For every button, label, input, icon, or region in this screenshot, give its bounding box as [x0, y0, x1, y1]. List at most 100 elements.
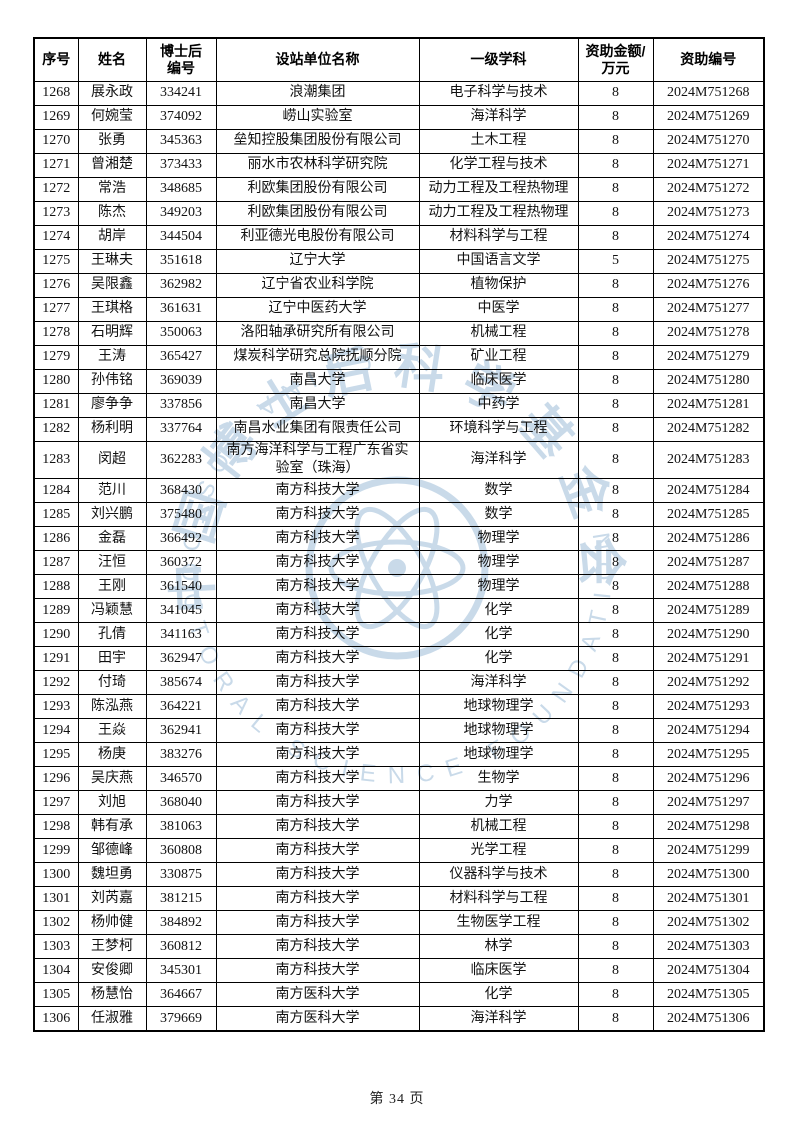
cell-discipline: 电子科学与技术 [418, 81, 579, 106]
cell-postdoc-no: 379669 [145, 1006, 217, 1032]
cell-unit: 南方科技大学 [215, 862, 420, 888]
cell-unit: 南方科技大学 [215, 502, 420, 528]
cell-grant-no: 2024M751303 [652, 934, 765, 960]
cell-amount: 8 [577, 81, 654, 106]
cell-unit: 南方科技大学 [215, 718, 420, 744]
cell-discipline: 机械工程 [418, 321, 579, 346]
cell-unit: 丽水市农林科学研究院 [215, 153, 420, 178]
cell-postdoc-no: 344504 [145, 225, 217, 250]
cell-name: 杨利明 [77, 417, 147, 442]
cell-amount: 8 [577, 129, 654, 154]
table-row: 1302 杨帅健 384892 南方科技大学 生物医学工程 8 2024M751302 [33, 910, 765, 936]
cell-name: 陈泓燕 [77, 694, 147, 720]
cell-amount: 8 [577, 201, 654, 226]
cell-name: 刘旭 [77, 790, 147, 816]
table-row: 1301 刘芮嘉 381215 南方科技大学 材料科学与工程 8 2024M751301 [33, 886, 765, 912]
cell-grant-no: 2024M751287 [652, 550, 765, 576]
cell-discipline: 矿业工程 [418, 345, 579, 370]
cell-serial: 1304 [33, 958, 79, 984]
cell-discipline: 生物医学工程 [418, 910, 579, 936]
table-row: 1292 付琦 385674 南方科技大学 海洋科学 8 2024M751292 [33, 670, 765, 696]
cell-discipline: 海洋科学 [418, 440, 579, 480]
cell-grant-no: 2024M751270 [652, 129, 765, 154]
cell-discipline: 物理学 [418, 550, 579, 576]
table-row: 1291 田宇 362947 南方科技大学 化学 8 2024M751291 [33, 646, 765, 672]
cell-unit: 南方科技大学 [215, 910, 420, 936]
cell-name: 闵超 [77, 440, 147, 480]
cell-serial: 1291 [33, 646, 79, 672]
cell-unit: 南方科技大学 [215, 838, 420, 864]
cell-serial: 1297 [33, 790, 79, 816]
column-header: 序号 [33, 37, 79, 82]
table-row: 1270 张勇 345363 垒知控股集团股份有限公司 土木工程 8 2024M751270 [33, 129, 765, 154]
cell-serial: 1284 [33, 478, 79, 504]
column-header: 姓名 [77, 37, 147, 82]
cell-name: 常浩 [77, 177, 147, 202]
cell-name: 金磊 [77, 526, 147, 552]
cell-grant-no: 2024M751279 [652, 345, 765, 370]
cell-postdoc-no: 345363 [145, 129, 217, 154]
cell-discipline: 地球物理学 [418, 694, 579, 720]
cell-serial: 1279 [33, 345, 79, 370]
cell-discipline: 海洋科学 [418, 670, 579, 696]
cell-unit: 南昌水业集团有限责任公司 [215, 417, 420, 442]
cell-grant-no: 2024M751293 [652, 694, 765, 720]
cell-discipline: 化学 [418, 646, 579, 672]
cell-amount: 8 [577, 1006, 654, 1032]
cell-grant-no: 2024M751306 [652, 1006, 765, 1032]
cell-discipline: 海洋科学 [418, 1006, 579, 1032]
cell-unit: 南方科技大学 [215, 598, 420, 624]
cell-amount: 8 [577, 417, 654, 442]
cell-amount: 8 [577, 369, 654, 394]
cell-postdoc-no: 368040 [145, 790, 217, 816]
cell-unit: 南昌大学 [215, 393, 420, 418]
table-row: 1297 刘旭 368040 南方科技大学 力学 8 2024M751297 [33, 790, 765, 816]
cell-discipline: 材料科学与工程 [418, 225, 579, 250]
table-row: 1284 范川 368430 南方科技大学 数学 8 2024M751284 [33, 478, 765, 504]
cell-unit: 南方科技大学 [215, 814, 420, 840]
table-row: 1299 邹德峰 360808 南方科技大学 光学工程 8 2024M751299 [33, 838, 765, 864]
cell-name: 曾湘楚 [77, 153, 147, 178]
cell-name: 杨庚 [77, 742, 147, 768]
cell-postdoc-no: 351618 [145, 249, 217, 274]
cell-amount: 8 [577, 838, 654, 864]
cell-grant-no: 2024M751282 [652, 417, 765, 442]
cell-amount: 8 [577, 598, 654, 624]
cell-grant-no: 2024M751298 [652, 814, 765, 840]
cell-postdoc-no: 337764 [145, 417, 217, 442]
table-row: 1298 韩有承 381063 南方科技大学 机械工程 8 2024M751298 [33, 814, 765, 840]
table-row: 1286 金磊 366492 南方科技大学 物理学 8 2024M751286 [33, 526, 765, 552]
table-row: 1271 曾湘楚 373433 丽水市农林科学研究院 化学工程与技术 8 2024M7512… [33, 153, 765, 178]
cell-amount: 5 [577, 249, 654, 274]
cell-discipline: 机械工程 [418, 814, 579, 840]
cell-unit: 南方海洋科学与工程广东省实验室（珠海） [215, 440, 420, 480]
cell-discipline: 光学工程 [418, 838, 579, 864]
cell-postdoc-no: 350063 [145, 321, 217, 346]
column-header: 资助编号 [652, 37, 765, 82]
cell-grant-no: 2024M751273 [652, 201, 765, 226]
cell-serial: 1286 [33, 526, 79, 552]
cell-postdoc-no: 360808 [145, 838, 217, 864]
cell-unit: 浪潮集团 [215, 81, 420, 106]
page-footer: 第 34 页 [369, 1092, 425, 1107]
cell-amount: 8 [577, 670, 654, 696]
cell-discipline: 仪器科学与技术 [418, 862, 579, 888]
cell-name: 范川 [77, 478, 147, 504]
cell-unit: 辽宁大学 [215, 249, 420, 274]
cell-unit: 南方科技大学 [215, 766, 420, 792]
cell-discipline: 动力工程及工程热物理 [418, 177, 579, 202]
cell-serial: 1274 [33, 225, 79, 250]
cell-postdoc-no: 337856 [145, 393, 217, 418]
cell-unit: 垒知控股集团股份有限公司 [215, 129, 420, 154]
cell-grant-no: 2024M751299 [652, 838, 765, 864]
cell-grant-no: 2024M751300 [652, 862, 765, 888]
cell-serial: 1300 [33, 862, 79, 888]
cell-amount: 8 [577, 742, 654, 768]
column-header: 资助金额/ 万元 [577, 37, 654, 82]
table-row: 1285 刘兴鹏 375480 南方科技大学 数学 8 2024M751285 [33, 502, 765, 528]
cell-grant-no: 2024M751269 [652, 105, 765, 130]
cell-serial: 1293 [33, 694, 79, 720]
cell-grant-no: 2024M751297 [652, 790, 765, 816]
cell-postdoc-no: 360812 [145, 934, 217, 960]
cell-serial: 1283 [33, 440, 79, 480]
